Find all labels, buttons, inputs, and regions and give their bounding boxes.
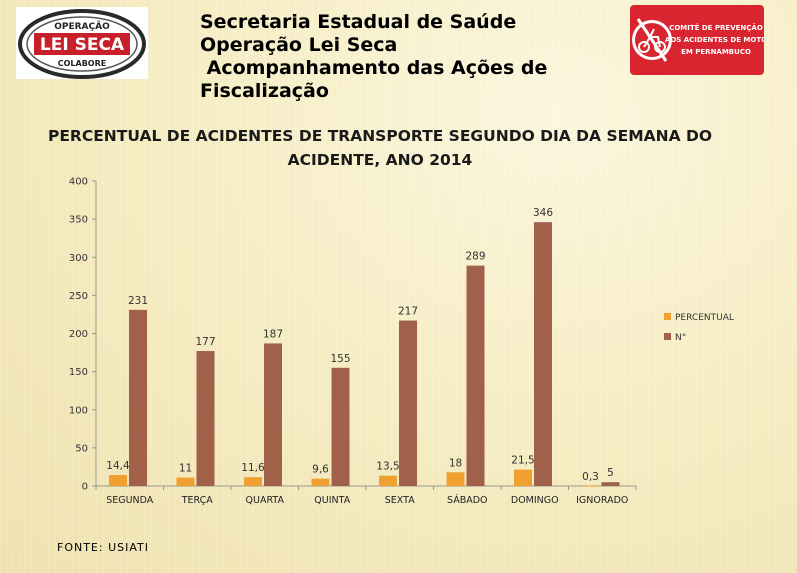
- logo-left-top: OPERAÇÃO: [54, 21, 110, 32]
- y-tick-label: 350: [69, 215, 88, 226]
- header-line-1: Secretaria Estadual de Saúde: [200, 11, 517, 33]
- data-label: 289: [465, 251, 485, 263]
- y-tick-label: 150: [69, 367, 88, 378]
- bar-percentual: [581, 485, 600, 487]
- data-label: 9,6: [312, 464, 329, 476]
- y-tick-label: 0: [82, 482, 88, 493]
- logo-right-line-2: AOS ACIDENTES DE MOTO: [665, 36, 764, 44]
- data-label: 346: [533, 207, 553, 219]
- bar-numero: [196, 351, 215, 486]
- legend-swatch: [664, 333, 671, 340]
- x-tick-label: SEGUNDA: [106, 495, 154, 506]
- logo-left-main: LEI SECA: [40, 35, 125, 55]
- header-line-3: Acompanhamento das Ações de: [200, 57, 548, 79]
- data-label: 5: [607, 467, 614, 479]
- y-tick-label: 100: [69, 405, 88, 416]
- data-label: 21,5: [511, 455, 534, 467]
- bar-percentual: [311, 478, 330, 486]
- y-tick-label: 50: [75, 443, 88, 454]
- data-label: 14,4: [106, 460, 130, 472]
- y-tick-label: 400: [69, 177, 88, 188]
- legend-label: PERCENTUAL: [675, 313, 734, 323]
- lei-seca-logo: OPERAÇÃO LEI SECA COLABORE: [16, 7, 148, 79]
- x-tick-label: IGNORADO: [576, 495, 628, 506]
- bar-numero: [466, 265, 485, 486]
- bar-percentual: [109, 475, 127, 486]
- data-label: 0,3: [582, 471, 599, 483]
- data-label: 231: [128, 295, 148, 307]
- chart-title-line-1: PERCENTUAL DE ACIDENTES DE TRANSPORTE SE…: [47, 127, 713, 145]
- data-label: 18: [449, 457, 462, 469]
- bar-percentual: [244, 477, 262, 486]
- y-tick-label: 200: [69, 329, 88, 340]
- bar-numero: [264, 343, 282, 486]
- y-tick-label: 300: [69, 253, 88, 264]
- x-tick-label: QUINTA: [314, 495, 350, 506]
- x-tick-label: QUARTA: [246, 495, 285, 506]
- x-tick-label: SÁBADO: [447, 494, 488, 506]
- bar-percentual: [514, 469, 532, 486]
- bar-percentual: [379, 475, 397, 486]
- legend-swatch: [664, 313, 671, 320]
- logo-right-line-3: EM PERNAMBUCO: [681, 48, 751, 56]
- motorcycle-icon: [638, 41, 650, 53]
- data-label: 13,5: [376, 461, 399, 473]
- bar-numero: [399, 320, 417, 486]
- bar-numero: [534, 222, 552, 487]
- data-label: 11,6: [241, 462, 265, 474]
- data-label: 177: [195, 336, 215, 348]
- data-label: 11: [179, 463, 192, 475]
- logo-left-bottom: COLABORE: [58, 59, 106, 68]
- y-tick-label: 250: [69, 291, 88, 302]
- source-note: FONTE: USIATI: [57, 541, 149, 554]
- bar-percentual: [176, 477, 195, 486]
- legend-label: N°: [675, 333, 686, 343]
- data-label: 217: [398, 306, 418, 318]
- page-header: Secretaria Estadual de Saúde Operação Le…: [200, 11, 620, 103]
- chart-title: PERCENTUAL DE ACIDENTES DE TRANSPORTE SE…: [40, 124, 720, 172]
- header-line-2: Operação Lei Seca: [200, 34, 398, 56]
- bar-percentual: [446, 472, 465, 486]
- header-line-4: Fiscalização: [200, 80, 329, 102]
- x-tick-label: TERÇA: [181, 495, 214, 506]
- bar-numero: [601, 482, 620, 486]
- chart-title-line-2: ACIDENTE, ANO 2014: [287, 151, 473, 169]
- bar-numero: [331, 367, 350, 486]
- data-label: 155: [330, 353, 350, 365]
- x-tick-label: SEXTA: [385, 495, 415, 506]
- x-tick-label: DOMINGO: [511, 495, 559, 506]
- bar-numero: [129, 309, 147, 486]
- data-label: 187: [263, 328, 283, 340]
- logo-right-line-1: COMITÊ DE PREVENÇÃO: [669, 23, 763, 32]
- comite-logo: COMITÊ DE PREVENÇÃO AOS ACIDENTES DE MOT…: [630, 5, 767, 75]
